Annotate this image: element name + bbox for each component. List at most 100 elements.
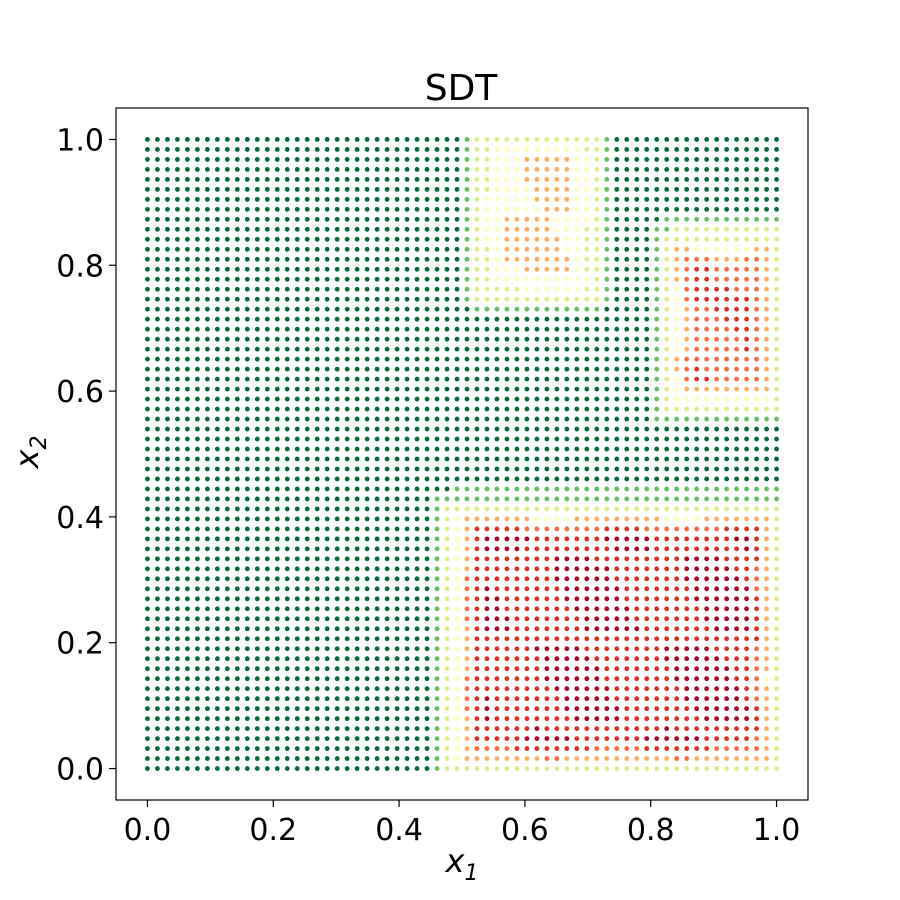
- scatter-point: [634, 246, 640, 252]
- scatter-point: [324, 416, 330, 422]
- scatter-point: [724, 286, 730, 292]
- scatter-point: [384, 167, 390, 172]
- scatter-point: [234, 266, 240, 272]
- scatter-point: [304, 386, 310, 392]
- scatter-point: [694, 396, 700, 402]
- scatter-point: [374, 756, 380, 761]
- scatter-point: [444, 746, 450, 751]
- scatter-point: [234, 416, 240, 422]
- scatter-point: [754, 556, 759, 562]
- scatter-point: [175, 516, 180, 522]
- scatter-point: [224, 646, 230, 652]
- scatter-point: [554, 177, 560, 182]
- scatter-point: [214, 276, 220, 282]
- scatter-point: [234, 356, 240, 362]
- scatter-point: [544, 616, 550, 622]
- scatter-point: [524, 216, 530, 222]
- scatter-point: [404, 546, 410, 552]
- scatter-point: [594, 456, 600, 462]
- scatter-point: [494, 256, 500, 262]
- scatter-point: [214, 286, 220, 292]
- scatter-point: [484, 726, 490, 731]
- scatter-point: [314, 216, 320, 222]
- scatter-point: [264, 137, 270, 142]
- scatter-point: [674, 536, 680, 542]
- scatter-point: [624, 276, 630, 282]
- scatter-point: [624, 686, 630, 692]
- scatter-point: [544, 276, 550, 282]
- scatter-point: [454, 206, 460, 212]
- scatter-point: [594, 596, 600, 602]
- scatter-point: [564, 157, 570, 162]
- scatter-point: [334, 756, 340, 761]
- scatter-point: [284, 196, 290, 202]
- scatter-point: [774, 157, 779, 162]
- scatter-point: [284, 656, 290, 662]
- scatter-point: [694, 516, 700, 522]
- scatter-point: [744, 206, 749, 212]
- scatter-point: [454, 536, 460, 542]
- scatter-point: [674, 306, 680, 312]
- scatter-point: [664, 167, 670, 172]
- scatter-point: [524, 456, 530, 462]
- scatter-point: [474, 486, 480, 492]
- scatter-point: [534, 726, 540, 731]
- scatter-point: [624, 466, 630, 472]
- scatter-point: [524, 706, 530, 712]
- scatter-point: [674, 516, 680, 522]
- scatter-point: [384, 286, 390, 292]
- scatter-point: [564, 386, 570, 392]
- scatter-point: [584, 396, 590, 402]
- scatter-point: [304, 696, 310, 702]
- scatter-point: [584, 576, 590, 582]
- scatter-point: [334, 456, 340, 462]
- scatter-point: [644, 676, 650, 682]
- scatter-point: [544, 526, 550, 532]
- scatter-point: [604, 676, 610, 682]
- scatter-point: [514, 206, 520, 212]
- scatter-point: [304, 206, 310, 212]
- scatter-point: [374, 426, 380, 432]
- scatter-point: [244, 516, 250, 522]
- scatter-point: [145, 686, 150, 692]
- scatter-point: [145, 256, 150, 262]
- scatter-point: [644, 236, 650, 242]
- scatter-point: [594, 696, 600, 702]
- scatter-point: [634, 137, 640, 142]
- scatter-point: [424, 206, 430, 212]
- scatter-point: [674, 666, 680, 672]
- scatter-point: [644, 276, 650, 282]
- scatter-point: [464, 696, 470, 702]
- scatter-point: [344, 526, 350, 532]
- scatter-point: [394, 296, 400, 302]
- scatter-point: [624, 236, 630, 242]
- scatter-point: [194, 516, 200, 522]
- scatter-point: [514, 576, 520, 582]
- scatter-point: [324, 716, 330, 722]
- scatter-point: [604, 346, 610, 352]
- scatter-point: [424, 586, 430, 592]
- scatter-point: [574, 466, 580, 472]
- scatter-point: [454, 196, 460, 202]
- scatter-point: [274, 456, 280, 462]
- scatter-point: [644, 586, 650, 592]
- scatter-point: [294, 466, 300, 472]
- scatter-point: [654, 256, 660, 262]
- scatter-point: [414, 436, 420, 442]
- scatter-point: [604, 456, 610, 462]
- scatter-point: [334, 286, 340, 292]
- scatter-point: [464, 666, 470, 672]
- scatter-point: [145, 706, 150, 712]
- scatter-point: [234, 206, 240, 212]
- scatter-point: [504, 526, 510, 532]
- scatter-point: [544, 366, 550, 372]
- scatter-point: [574, 406, 580, 412]
- scatter-point: [624, 216, 630, 222]
- scatter-point: [224, 496, 230, 502]
- scatter-point: [155, 616, 160, 622]
- scatter-point: [704, 366, 710, 372]
- scatter-point: [654, 676, 660, 682]
- scatter-point: [464, 326, 470, 332]
- scatter-point: [694, 406, 700, 412]
- scatter-point: [394, 706, 400, 712]
